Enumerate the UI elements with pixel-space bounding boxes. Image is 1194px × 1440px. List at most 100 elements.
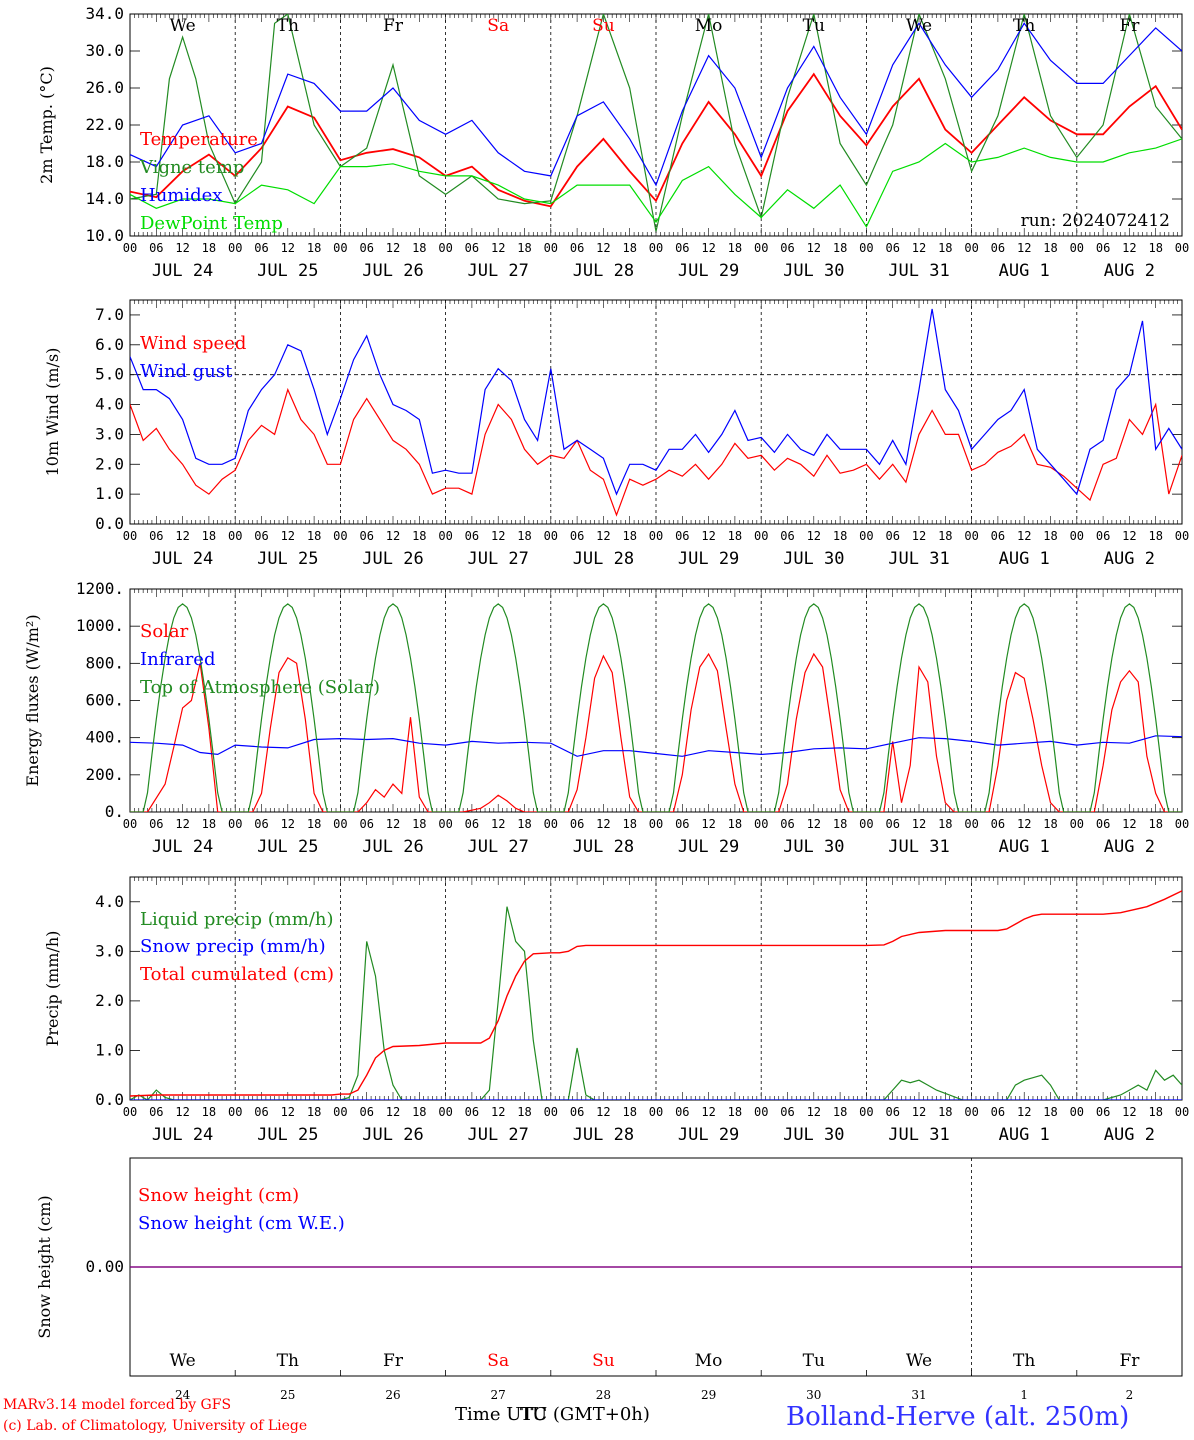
date-label: JUL 30	[783, 261, 844, 281]
y-tick-label: 6.0	[95, 335, 124, 354]
panel-2	[129, 299, 1183, 525]
hour-label: 18	[517, 241, 531, 255]
hour-label: 18	[1148, 817, 1162, 831]
hour-label: 06	[570, 1105, 584, 1119]
hour-label: 00	[544, 1105, 558, 1119]
date-label: JUL 27	[467, 261, 528, 281]
hour-label: 00	[859, 241, 873, 255]
hour-label: 06	[991, 529, 1005, 543]
date-label: JUL 24	[152, 837, 213, 857]
day-number-label: 24	[175, 1388, 191, 1402]
hour-label: 12	[491, 529, 505, 543]
hour-label: 18	[938, 529, 952, 543]
hour-label: 18	[833, 241, 847, 255]
hour-label: 06	[359, 529, 373, 543]
date-label: JUL 29	[678, 549, 739, 569]
hour-label: 18	[728, 1105, 742, 1119]
y-tick-label: 26.0	[85, 78, 124, 97]
hour-label: 00	[228, 817, 242, 831]
hour-label: 18	[622, 817, 636, 831]
hour-label: 12	[912, 529, 926, 543]
panel-4	[129, 876, 1183, 1101]
hour-label: 06	[991, 241, 1005, 255]
weekday-label: Mo	[695, 1351, 723, 1371]
y-tick-label: 600.	[85, 691, 124, 710]
hour-label: 00	[438, 817, 452, 831]
hour-label: 12	[701, 817, 715, 831]
hour-label: 12	[807, 1105, 821, 1119]
hour-label: 06	[1096, 241, 1110, 255]
y-tick-label: 1000.	[76, 616, 124, 635]
plot-frame	[129, 588, 1183, 813]
weekday-label: Tu	[803, 16, 825, 36]
y-axis-label: Precip (mm/h)	[43, 931, 62, 1047]
hour-label: 06	[254, 241, 268, 255]
hour-label: 18	[1148, 529, 1162, 543]
hour-label: 12	[1017, 241, 1031, 255]
date-label: AUG 2	[1104, 1125, 1155, 1145]
panel-5	[129, 1157, 1183, 1377]
hour-label: 12	[175, 241, 189, 255]
hour-label: 18	[412, 817, 426, 831]
hour-label: 18	[517, 1105, 531, 1119]
hour-label: 06	[1096, 529, 1110, 543]
hour-label: 00	[333, 817, 347, 831]
hour-label: 00	[859, 1105, 873, 1119]
weekday-label: Fr	[1119, 1351, 1140, 1371]
hour-label: 18	[517, 817, 531, 831]
y-tick-label: 7.0	[95, 305, 124, 324]
legend-entry: Top of Atmosphere (Solar)	[140, 677, 380, 698]
hour-label: 00	[438, 1105, 452, 1119]
hour-label: 06	[885, 241, 899, 255]
legend-entry: Infrared	[140, 649, 215, 670]
legend-entry: Snow height (cm W.E.)	[138, 1213, 345, 1234]
hour-label: 12	[281, 241, 295, 255]
hour-label: 18	[1043, 241, 1057, 255]
hour-label: 12	[175, 529, 189, 543]
hour-label: 18	[1148, 241, 1162, 255]
weekday-label: Sa	[487, 1351, 509, 1371]
hour-label: 00	[1070, 817, 1084, 831]
hour-label: 18	[1043, 817, 1057, 831]
y-tick-label: 22.0	[85, 115, 124, 134]
hour-label: 00	[964, 241, 978, 255]
date-label: JUL 28	[573, 549, 634, 569]
hour-label: 18	[1043, 529, 1057, 543]
y-tick-label: 3.0	[95, 941, 124, 960]
date-label: JUL 30	[783, 549, 844, 569]
hour-label: 00	[1175, 817, 1189, 831]
hour-label: 00	[1070, 1105, 1084, 1119]
footer-copyright: (c) Lab. of Climatology, University of L…	[3, 1418, 308, 1434]
y-tick-label: 10.0	[85, 226, 124, 245]
hour-label: 12	[912, 1105, 926, 1119]
date-label: JUL 29	[678, 837, 739, 857]
date-label: JUL 26	[362, 261, 423, 281]
hour-label: 06	[149, 817, 163, 831]
hour-label: 00	[754, 241, 768, 255]
hour-label: 18	[307, 1105, 321, 1119]
hour-label: 06	[675, 529, 689, 543]
hour-label: 06	[1096, 817, 1110, 831]
hour-label: 18	[307, 817, 321, 831]
hour-label: 12	[912, 241, 926, 255]
hour-label: 12	[596, 817, 610, 831]
date-label: JUL 24	[152, 549, 213, 569]
x-axis-label-a: Time UTC	[455, 1404, 548, 1425]
y-tick-label: 0.	[105, 802, 124, 821]
hour-label: 06	[780, 1105, 794, 1119]
legend-entry: Total cumulated (cm)	[140, 964, 334, 985]
y-tick-label: 4.0	[95, 395, 124, 414]
station-name: Bolland-Herve (alt. 250m)	[786, 1402, 1130, 1432]
hour-label: 00	[859, 817, 873, 831]
hour-label: 00	[1175, 529, 1189, 543]
panel-3	[129, 588, 1183, 813]
weekday-label: We	[906, 16, 932, 36]
hour-label: 06	[885, 817, 899, 831]
hour-label: 12	[386, 1105, 400, 1119]
hour-label: 12	[701, 241, 715, 255]
hour-label: 00	[333, 1105, 347, 1119]
y-tick-label: 200.	[85, 765, 124, 784]
day-number-label: 31	[911, 1388, 926, 1402]
y-tick-label: 1.0	[95, 1040, 124, 1059]
